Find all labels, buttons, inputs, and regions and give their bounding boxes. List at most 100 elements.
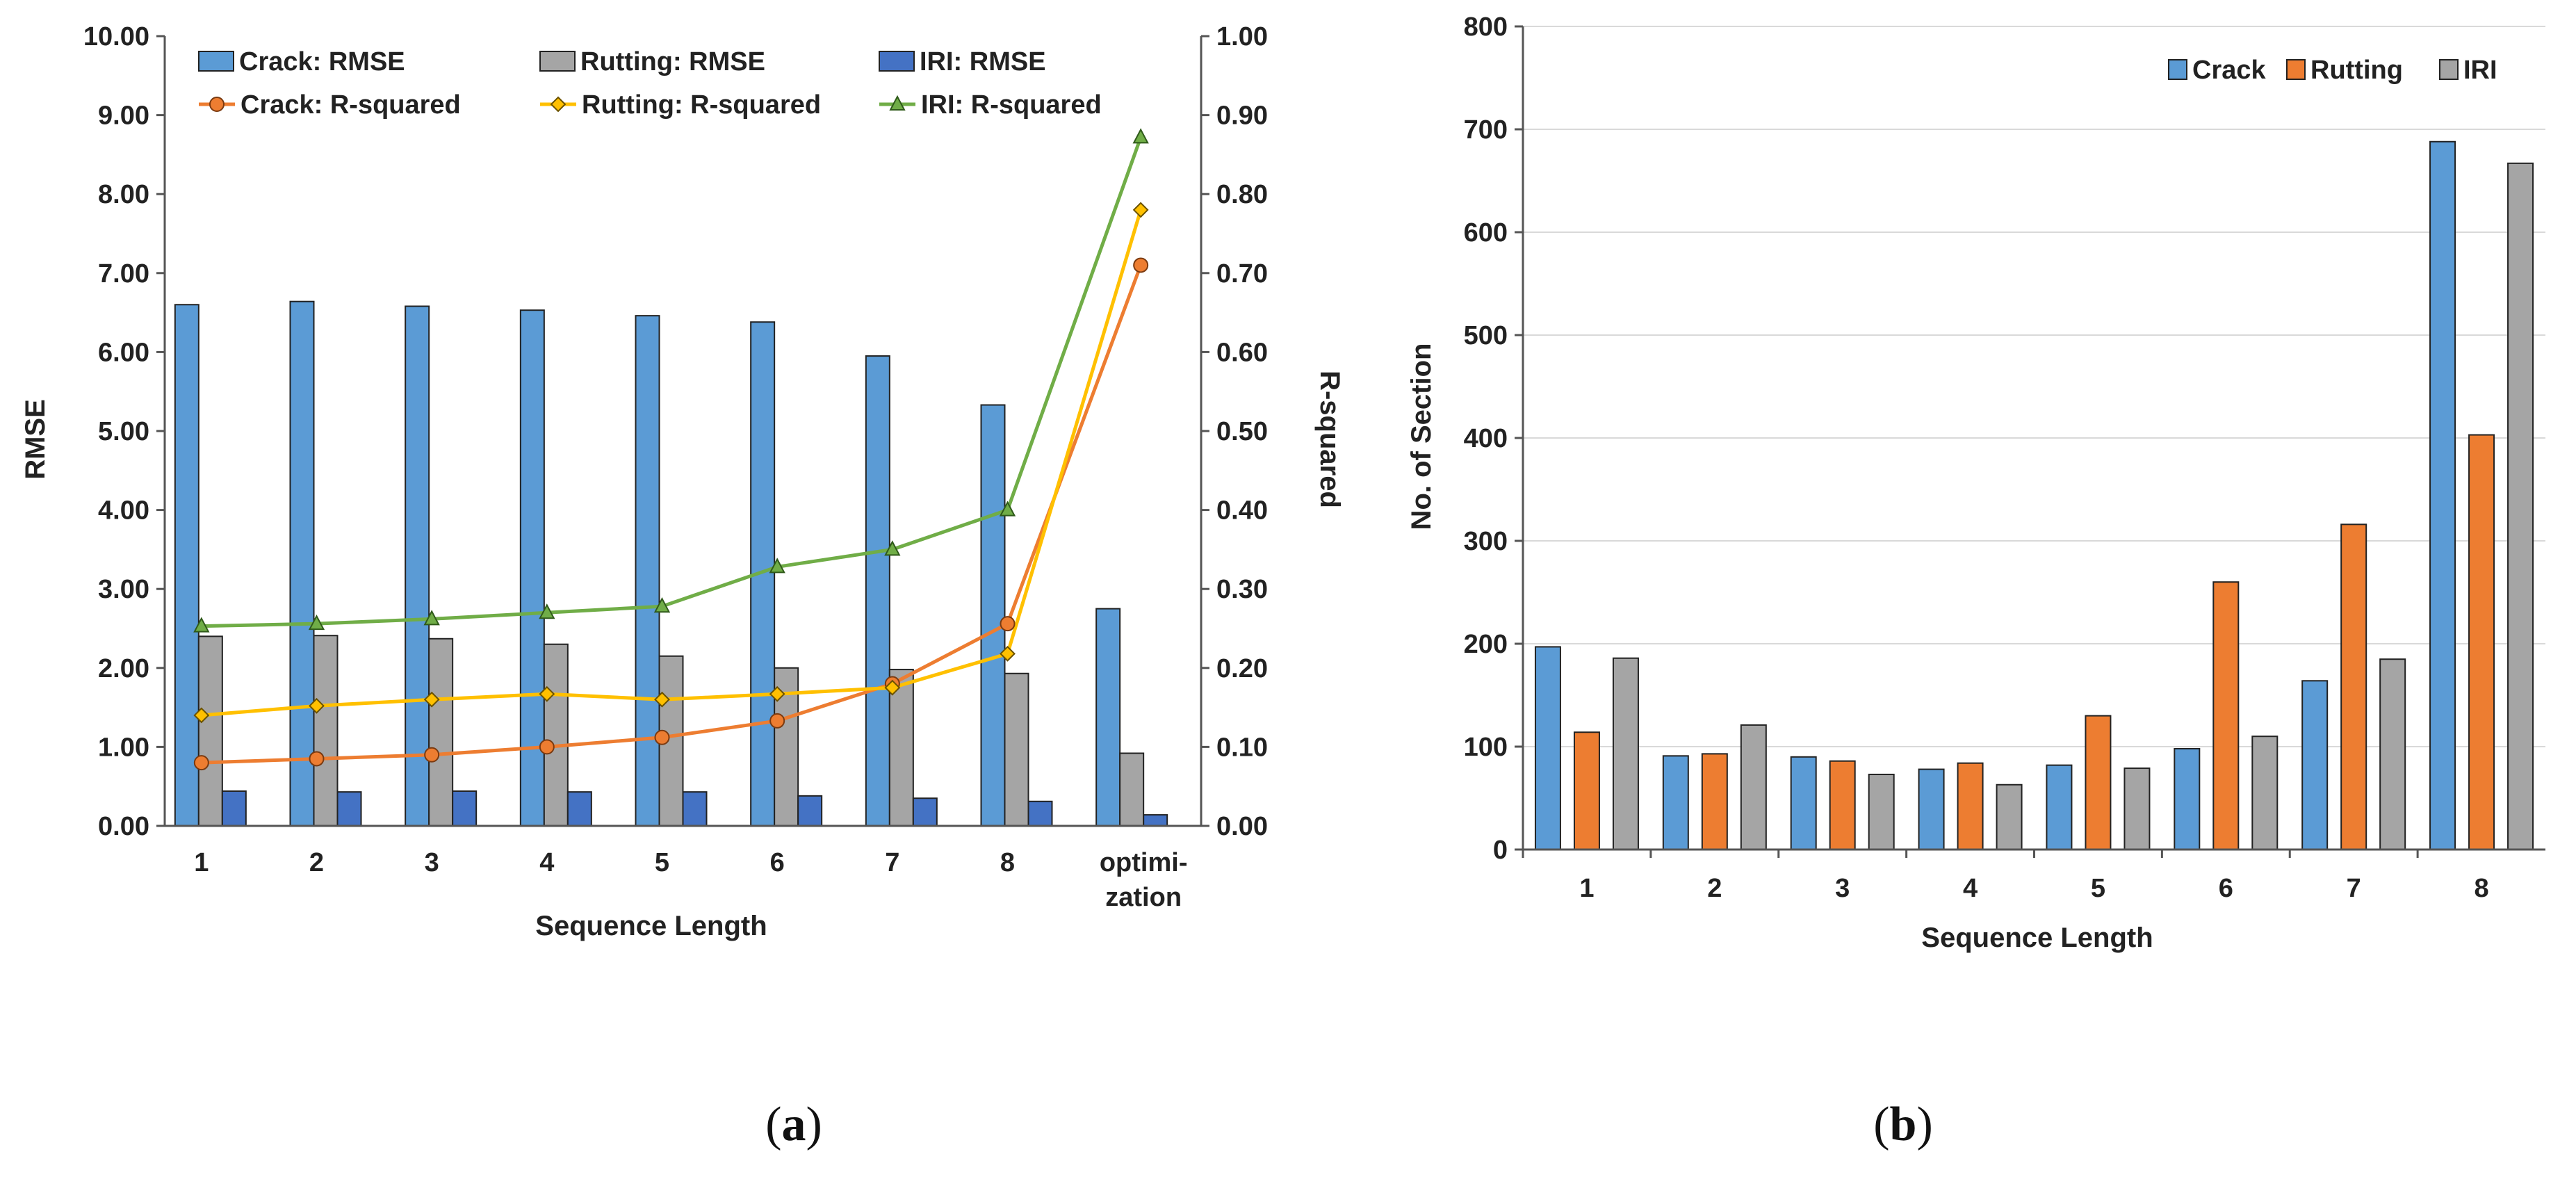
chart-b-axes: [1515, 25, 2545, 858]
chart-b-y-tick-label: 800: [1464, 13, 1508, 42]
chart-a-x-tick-label: 1: [194, 848, 209, 877]
chart-b-bar-rutting: [2340, 523, 2367, 850]
chart-a-x-tick-label: 3: [425, 848, 439, 877]
chart-b-bar-rutting: [1573, 731, 1600, 851]
chart-b-bar-iri: [1740, 724, 1767, 851]
chart-a-bar-rutting-rmse: [1004, 672, 1029, 827]
chart-a-marker-rutting: [1000, 645, 1016, 662]
chart-a-marker-iri: [769, 558, 785, 574]
chart-a-legend: Crack: RMSE Rutting: RMSE IRI: RMSE Crack: …: [198, 47, 1102, 120]
chart-a-y-tick-label: 0.00: [98, 812, 149, 841]
chart-b-legend-swatch: [2439, 59, 2459, 80]
chart-a-marker-iri: [653, 597, 671, 613]
chart-a-bar-iri-rmse: [336, 791, 362, 827]
chart-b-legend-swatch: [2286, 59, 2306, 80]
chart-a-y2-axis-title: R-squared: [1314, 371, 1345, 508]
chart-a-x-axis-title: Sequence Length: [535, 911, 767, 941]
chart-a-marker-rutting: [309, 697, 325, 714]
chart-b-bar-rutting: [1701, 753, 1728, 850]
chart-b-x-tick-label: 5: [2091, 874, 2105, 903]
chart-a-bar-crack-rmse: [289, 300, 315, 827]
chart-a-markers: [193, 128, 1149, 771]
chart-a-y2-tick-label: 0.10: [1216, 733, 1268, 762]
chart-a-bar-iri-rmse: [682, 791, 708, 827]
chart-a-y2-tick-labels: 0.00 0.10 0.20 0.30 0.40 0.50 0.60 0.70 0.80 0.90…: [1216, 22, 1268, 841]
chart-a-y-tick-label: 9.00: [98, 101, 149, 131]
chart-b-bar-rutting: [1829, 760, 1856, 850]
chart-a-bar-rutting-rmse: [1119, 752, 1145, 827]
chart-a-bar-crack-rmse: [635, 315, 660, 827]
chart-a-legend-swatch: [879, 51, 915, 72]
chart-a-bar-crack-rmse: [980, 404, 1006, 827]
chart-a-bar-rutting-rmse: [197, 635, 223, 827]
chart-a-y-tick-label: 7.00: [98, 259, 149, 289]
chart-a-marker-iri: [1132, 128, 1149, 144]
chart-b-legend-label: Crack: [2192, 56, 2266, 85]
chart-b-y-tick-label: 400: [1464, 424, 1508, 453]
chart-a-marker-crack: [769, 713, 785, 729]
panel-label-a: (a): [765, 1098, 822, 1151]
chart-b-y-tick-label: 200: [1464, 630, 1508, 659]
chart-b-bar-iri: [1996, 783, 2023, 851]
chart-a-bar-iri-rmse: [221, 790, 247, 827]
chart-a-marker-rutting: [193, 707, 210, 724]
chart-a-y-tick-label: 2.00: [98, 654, 149, 683]
chart-a-marker-crack: [1133, 257, 1149, 273]
chart-b-bar-iri: [2251, 736, 2279, 850]
chart-a-marker-rutting: [539, 685, 555, 702]
chart-a-legend-marker: [209, 97, 225, 112]
chart-b-y-tick-label: 500: [1464, 321, 1508, 350]
chart-a-y2-tick-label: 0.90: [1216, 101, 1268, 131]
chart-b-x-tick-label: 1: [1579, 874, 1594, 903]
chart-b-x-tick-label: 4: [1963, 874, 1978, 903]
chart-a-y2-tick-label: 0.30: [1216, 575, 1268, 604]
chart-a-marker-rutting: [654, 691, 670, 708]
chart-a-x-tick-label: 4: [539, 848, 554, 877]
chart-b-x-tick-label: 8: [2474, 874, 2488, 903]
chart-a-marker-iri: [539, 603, 555, 619]
chart-b-y-tick-label: 300: [1464, 527, 1508, 556]
chart-b-bar-crack: [1918, 768, 1945, 851]
chart-a-legend-label: Crack: R-squared: [241, 90, 461, 120]
chart-b-x-tick-label: 2: [1707, 874, 1722, 903]
chart-a: 0.00 1.00 2.00 3.00 4.00 5.00 6.00 7.00 8.00 9.00…: [20, 22, 1345, 941]
chart-a-bar-iri-rmse: [1027, 800, 1053, 827]
chart-a-bar-crack-rmse: [405, 305, 430, 827]
chart-a-bar-iri-rmse: [566, 791, 592, 827]
chart-a-y2-tick-label: 0.20: [1216, 654, 1268, 683]
chart-a-bars: [174, 300, 1168, 827]
chart-a-y-tick-labels: 0.00 1.00 2.00 3.00 4.00 5.00 6.00 7.00 8.00 9.00…: [83, 22, 149, 841]
chart-a-y2-tick-label: 1.00: [1216, 22, 1268, 51]
chart-a-marker-crack: [309, 751, 325, 767]
chart-a-marker-crack: [1000, 616, 1016, 632]
chart-b-bar-rutting: [1957, 762, 1984, 851]
chart-a-y-tick-label: 5.00: [98, 417, 149, 446]
chart-b-bar-crack: [1534, 646, 1561, 850]
chart-a-bar-iri-rmse: [452, 790, 478, 827]
chart-b-bar-crack: [1662, 755, 1689, 850]
chart-b-x-tick-label: 7: [2347, 874, 2361, 903]
chart-b-bar-iri: [1612, 657, 1639, 850]
chart-a-y2-tick-label: 0.50: [1216, 417, 1268, 446]
chart-a-x-tick-label: 8: [1000, 848, 1015, 877]
chart-b-bar-crack: [2301, 680, 2329, 851]
chart-b: 0 100 200 300 400 500 600 700 800 1 2 3 4 5 6 7 8 Seque…: [1406, 13, 2545, 953]
chart-a-marker-rutting: [1132, 202, 1149, 218]
chart-a-bar-rutting-rmse: [428, 637, 454, 827]
chart-a-marker-iri: [193, 617, 210, 633]
chart-b-bar-crack: [1790, 756, 1817, 851]
chart-a-marker-rutting: [423, 691, 440, 708]
chart-a-x-tick-label: optimi-zation: [1100, 848, 1188, 912]
chart-b-x-axis-title: Sequence Length: [1921, 923, 2153, 953]
chart-b-y-tick-label: 100: [1464, 733, 1508, 762]
chart-a-bar-crack-rmse: [174, 304, 199, 827]
chart-b-bar-iri: [2507, 162, 2534, 850]
chart-a-y-tick-label: 1.00: [98, 733, 149, 762]
chart-b-y-axis-title: No. of Section: [1406, 343, 1437, 530]
chart-a-bar-rutting-rmse: [543, 643, 569, 827]
chart-a-legend-marker: [550, 96, 566, 113]
chart-a-y2-tick-label: 0.70: [1216, 259, 1268, 289]
chart-b-legend-label: IRI: [2463, 56, 2497, 85]
chart-a-x-tick-label: 6: [770, 848, 785, 877]
